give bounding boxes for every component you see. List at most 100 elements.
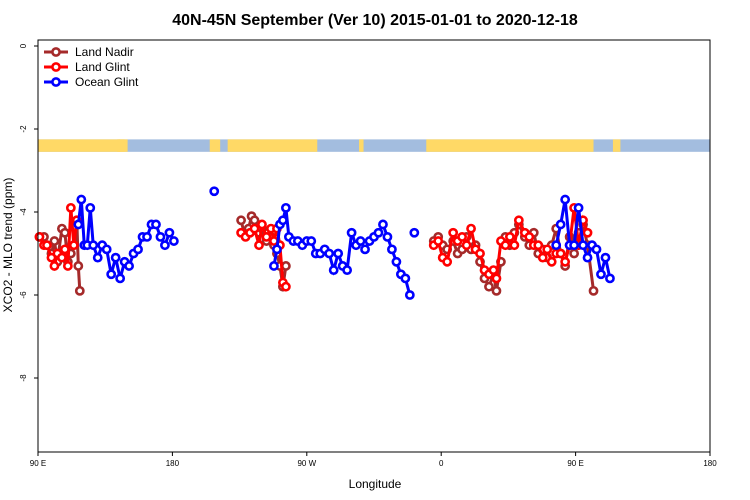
land-segment: [612, 139, 621, 152]
data-point-ocean-glint: [560, 194, 571, 205]
data-point-ocean-glint: [355, 236, 366, 246]
land-segment: [118, 139, 128, 152]
data-point-land-glint: [254, 240, 264, 251]
plot-frame: [37, 39, 711, 453]
data-point-land-glint: [537, 252, 548, 263]
data-point-land-glint: [65, 202, 76, 213]
data-point-ocean-glint: [73, 219, 84, 230]
data-point-land-glint: [513, 215, 524, 226]
legend-label: Ocean Glint: [75, 75, 139, 89]
x-axis-label: Longitude: [349, 477, 402, 491]
data-point-land-glint: [475, 248, 485, 259]
x-axis-ticks: 90 E 180 90 W 0 90 E 180: [30, 452, 717, 468]
data-point-ocean-glint: [85, 202, 96, 213]
data-point-land-glint: [582, 227, 593, 238]
data-point-ocean-glint: [280, 202, 291, 213]
data-point-ocean-glint: [391, 256, 402, 267]
y-tick-label: -2: [19, 125, 28, 133]
plot-area: [34, 39, 711, 453]
data-point-ocean-glint: [110, 252, 121, 263]
data-point-land-glint: [466, 223, 476, 234]
data-point-land-nadir: [491, 285, 502, 296]
data-point-land-nadir: [236, 215, 246, 226]
data-point-ocean-glint: [106, 269, 117, 280]
data-point-land-glint: [461, 240, 472, 251]
x-tick-label: 90 E: [30, 459, 46, 468]
data-point-land-glint: [442, 256, 453, 267]
data-point-ocean-glint: [101, 244, 112, 255]
data-point-ocean-glint: [76, 194, 87, 205]
data-point-land-glint: [42, 240, 52, 251]
data-point-land-glint: [280, 281, 291, 292]
data-point-land-glint: [509, 240, 520, 251]
data-point-ocean-glint: [160, 240, 170, 251]
data-point-ocean-glint: [278, 215, 288, 226]
legend-marker: [51, 77, 61, 87]
data-point-ocean-glint: [168, 236, 179, 246]
data-point-land-glint: [488, 265, 499, 275]
data-point-land-glint: [555, 248, 566, 259]
data-point-ocean-glint: [306, 236, 317, 246]
data-point-ocean-glint: [88, 240, 99, 251]
chart-title: 40N-45N September (Ver 10) 2015-01-01 to…: [172, 12, 578, 29]
data-point-land-glint: [491, 273, 502, 284]
y-tick-label: -4: [19, 208, 28, 216]
data-point-ocean-glint: [573, 202, 584, 213]
data-point-ocean-glint: [605, 273, 615, 284]
series-ocean-glint: [73, 186, 615, 300]
data-point-land-nadir: [49, 236, 60, 246]
data-point-ocean-glint: [92, 252, 103, 263]
data-point-ocean-glint: [209, 186, 220, 197]
data-point-land-nadir: [74, 285, 85, 296]
data-point-land-nadir: [59, 227, 70, 238]
x-tick-label: 90 E: [567, 459, 583, 468]
series-layer: [34, 186, 615, 300]
data-point-ocean-glint: [555, 219, 566, 230]
y-tick-label: -8: [19, 374, 28, 382]
data-point-land-glint: [524, 231, 535, 242]
data-point-land-glint: [560, 256, 571, 267]
data-point-ocean-glint: [400, 273, 411, 284]
data-point-ocean-glint: [551, 240, 562, 251]
data-point-ocean-glint: [124, 261, 134, 271]
data-point-land-glint: [546, 256, 557, 267]
data-point-land-nadir: [588, 285, 599, 296]
data-point-ocean-glint: [324, 248, 335, 259]
data-point-ocean-glint: [373, 227, 384, 238]
y-axis-ticks: 0 -2 -4 -6 -8: [19, 43, 38, 382]
data-point-land-glint: [34, 231, 45, 242]
data-point-land-glint: [257, 219, 267, 230]
data-point-land-nadir: [249, 215, 260, 226]
data-point-ocean-glint: [142, 231, 152, 242]
data-point-ocean-glint: [600, 252, 611, 263]
data-point-land-glint: [457, 231, 468, 242]
data-point-land-nadir: [73, 261, 84, 271]
data-point-ocean-glint: [333, 248, 344, 259]
data-point-land-glint: [62, 261, 73, 271]
data-point-ocean-glint: [591, 244, 602, 255]
data-point-land-glint: [448, 227, 459, 238]
land-segment: [227, 139, 318, 152]
x-tick-label: 0: [439, 459, 444, 468]
legend-label: Land Nadir: [75, 45, 134, 59]
y-tick-label: -6: [19, 291, 28, 299]
land-segment: [38, 139, 121, 152]
data-point-ocean-glint: [151, 219, 161, 230]
data-point-land-glint: [68, 240, 79, 251]
data-point-land-nadir: [280, 261, 291, 271]
data-point-ocean-glint: [272, 244, 282, 255]
y-tick-label: 0: [19, 43, 28, 48]
land-segment: [426, 139, 594, 152]
x-tick-label: 180: [166, 459, 180, 468]
data-point-ocean-glint: [269, 261, 279, 271]
land-segment: [209, 139, 221, 152]
data-point-ocean-glint: [582, 252, 593, 263]
data-point-ocean-glint: [382, 231, 393, 242]
data-point-ocean-glint: [578, 240, 588, 251]
data-point-land-glint: [49, 261, 60, 271]
land-segment: [359, 139, 364, 152]
data-point-land-glint: [542, 244, 553, 255]
data-point-ocean-glint: [328, 265, 339, 275]
